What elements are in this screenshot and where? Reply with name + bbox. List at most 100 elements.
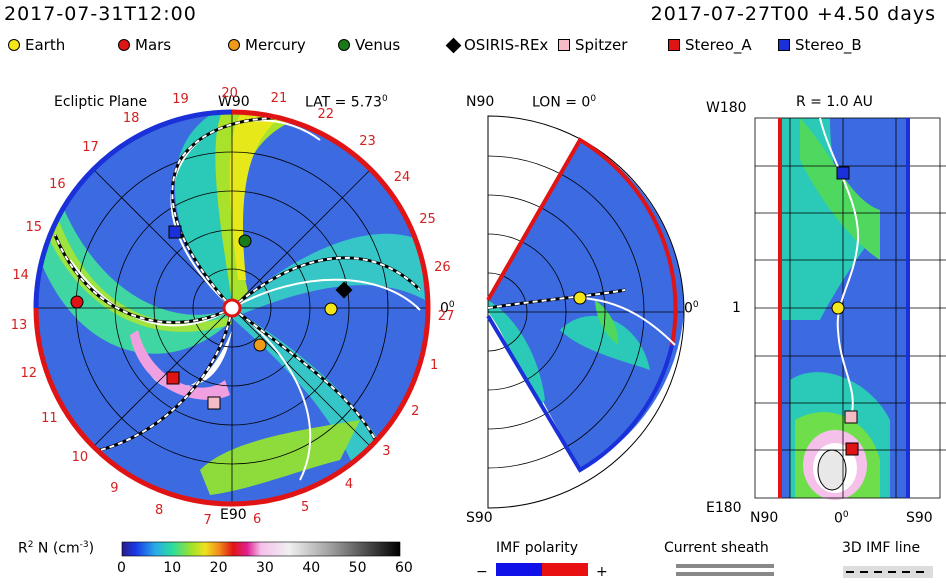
stereo-b-marker-icon [778, 39, 790, 51]
radial-one-label: 1 [732, 300, 741, 316]
imf-polarity-title: IMF polarity [496, 540, 579, 556]
ecliptic-zero-label: 00 [440, 300, 455, 317]
imf-positive-swatch [542, 563, 588, 576]
colorbar-tick-label: 60 [395, 560, 413, 576]
legend-stereo-b: Stereo_B [778, 36, 862, 54]
stereo-a-position-icon [166, 371, 180, 385]
ecliptic-w90-label: W90 [218, 94, 250, 110]
legend-osiris-rex: OSIRIS-REx [445, 36, 548, 54]
mars-marker-icon [118, 39, 130, 51]
radial-stereo-b-icon [836, 166, 850, 180]
radial-n90-label: N90 [750, 510, 779, 526]
ring-number: 26 [434, 259, 451, 275]
radial-s90-label: S90 [906, 510, 933, 526]
radial-stereo-a-icon [845, 442, 859, 456]
meridional-earth-icon [573, 291, 587, 305]
radial-title: R = 1.0 AU [796, 94, 873, 110]
colorbar-tick-label: 10 [163, 560, 182, 576]
ecliptic-title: Ecliptic Plane [54, 94, 148, 110]
meridional-rim-negative [486, 314, 674, 473]
venus-marker-icon [338, 39, 350, 51]
ecliptic-rim-negative [33, 109, 233, 309]
meridional-s90-label: S90 [466, 510, 493, 526]
colorbar-tick-label: 30 [256, 560, 274, 576]
ring-number: 13 [10, 317, 28, 333]
mercury-position-icon [253, 338, 267, 352]
ring-number: 4 [344, 476, 354, 492]
radial-earth-icon [831, 301, 845, 315]
ecliptic-rim-positive-left [33, 307, 233, 507]
imf-plus-label: + [596, 564, 608, 580]
ring-number: 24 [393, 169, 411, 185]
ring-number: 12 [20, 366, 38, 382]
meridional-density-field [488, 116, 684, 508]
ring-number: 11 [41, 411, 58, 427]
ring-number: 19 [172, 92, 189, 108]
ring-number: 16 [49, 176, 66, 192]
legend-mercury: Mercury [228, 36, 306, 54]
meridional-grid [488, 155, 684, 469]
ring-number: 1 [430, 357, 439, 373]
legend-venus: Venus [338, 36, 400, 54]
colorbar-tick-label: 0 [117, 560, 126, 576]
ecliptic-rim-positive-lower [231, 307, 431, 507]
imf-line-swatch [843, 566, 933, 578]
colorbar-tick-label: 50 [348, 560, 367, 576]
ring-number: 15 [25, 220, 42, 236]
meridional-n90-label: N90 [466, 94, 495, 110]
ring-number: 3 [382, 444, 391, 460]
density-colorbar [121, 541, 401, 557]
earth-marker-icon [8, 39, 20, 51]
imf-line-title: 3D IMF line [842, 540, 921, 556]
imf-negative-swatch [496, 563, 542, 576]
ring-number: 22 [317, 107, 335, 123]
colorbar-label: R2 N (cm-3) [18, 540, 95, 557]
mars-position-icon [70, 295, 84, 309]
meridional-zero-label: 00 [684, 300, 699, 317]
radial-spitzer-icon [844, 410, 858, 424]
ring-number: 8 [155, 502, 164, 518]
ring-number: 2 [411, 403, 420, 419]
ecliptic-rim-positive [231, 109, 431, 309]
radial-grid [754, 117, 946, 499]
radial-zero-label: 00 [834, 510, 849, 527]
ring-number: 14 [12, 267, 29, 283]
mercury-marker-icon [228, 39, 240, 51]
radial-e180-label: E180 [706, 500, 742, 516]
sun-icon [222, 298, 242, 318]
legend-stereo-a: Stereo_A [668, 36, 752, 54]
ring-number: 27 [437, 308, 455, 324]
stereo-a-marker-icon [668, 39, 680, 51]
meridional-lon-label: LON = 00 [532, 94, 597, 111]
ring-number: 9 [110, 481, 119, 497]
ring-number: 10 [71, 450, 89, 466]
current-sheath-swatch [676, 564, 774, 576]
ring-number: 18 [122, 111, 140, 127]
ring-number: 21 [270, 91, 288, 107]
legend-earth: Earth [8, 36, 65, 54]
stereo-b-position-icon [168, 225, 182, 239]
meridional-imf-line [487, 289, 626, 309]
colorbar-tick-label: 40 [302, 560, 321, 576]
radial-w180-label: W180 [706, 100, 747, 116]
earth-position-icon [324, 302, 338, 316]
colorbar-tick-label: 20 [209, 560, 228, 576]
current-sheath-title: Current sheath [664, 540, 769, 556]
ring-number: 6 [253, 512, 262, 528]
right-timestamp: 2017-07-27T00 +4.50 days [650, 3, 936, 25]
ring-number: 7 [203, 513, 212, 528]
legend-spitzer: Spitzer [558, 36, 627, 54]
ecliptic-e90-label: E90 [220, 507, 247, 523]
meridional-rim-positive [486, 137, 678, 346]
left-timestamp: 2017-07-31T12:00 [4, 3, 197, 25]
spitzer-marker-icon [558, 39, 570, 51]
spitzer-position-icon [207, 396, 221, 410]
ring-number: 17 [82, 139, 99, 155]
venus-position-icon [238, 234, 252, 248]
ring-number: 23 [359, 134, 376, 150]
legend-mars: Mars [118, 36, 171, 54]
ring-number: 20 [221, 86, 238, 102]
imf-minus-label: − [476, 564, 488, 580]
ring-number: 25 [419, 212, 436, 228]
